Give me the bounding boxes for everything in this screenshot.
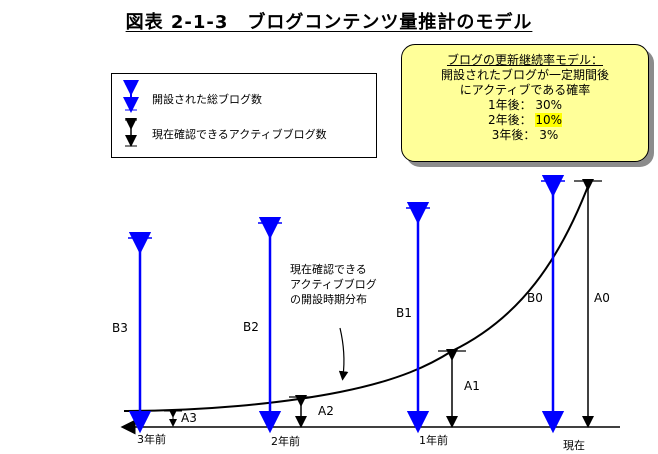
active-arrow-a1 bbox=[438, 349, 466, 428]
total-arrow-b0 bbox=[541, 174, 565, 434]
total-arrow-icon bbox=[123, 80, 139, 113]
legend-total-label: 開設された総ブログ数 bbox=[152, 93, 262, 106]
label-b1: B1 bbox=[396, 306, 412, 320]
active-arrow-a2 bbox=[289, 395, 313, 428]
legend-active-label: 現在確認できるアクティブブログ数 bbox=[152, 128, 327, 141]
axis-label-2y-ago: 2年前 bbox=[271, 434, 300, 448]
rate-3y: 3年後： 3% bbox=[491, 128, 559, 142]
total-arrow-b3 bbox=[128, 231, 152, 434]
label-a1: A1 bbox=[464, 379, 480, 393]
axis-label-1y-ago: 1年前 bbox=[419, 433, 448, 447]
model-desc-1: 開設されたブログが一定期間後 bbox=[440, 68, 609, 82]
rate-2y: 2年後： 10% bbox=[487, 113, 563, 127]
rate-1y: 1年後： 30% bbox=[487, 98, 563, 112]
label-b3: B3 bbox=[112, 321, 128, 335]
label-b2: B2 bbox=[243, 320, 259, 334]
axis-label-3y-ago: 3年前 bbox=[137, 432, 166, 446]
legend-arrows bbox=[123, 80, 139, 147]
axis-label-now: 現在 bbox=[563, 439, 585, 452]
label-b0: B0 bbox=[527, 291, 543, 305]
label-a2: A2 bbox=[318, 404, 334, 418]
label-a3: A3 bbox=[181, 411, 197, 425]
annotation-pointer bbox=[338, 327, 349, 381]
active-arrow-icon bbox=[125, 118, 137, 147]
total-arrow-b1 bbox=[406, 201, 430, 434]
distribution-annotation: 現在確認できる アクティブブログ の開設時期分布 bbox=[290, 263, 377, 306]
model-desc-2: にアクティブである確率 bbox=[459, 83, 591, 97]
active-arrow-a3 bbox=[164, 410, 182, 427]
label-a0: A0 bbox=[594, 291, 610, 305]
model-heading: ブログの更新継続率モデル： bbox=[446, 53, 603, 67]
active-arrow-a0 bbox=[574, 179, 602, 428]
legend: 開設された総ブログ数 現在確認できるアクティブブログ数 bbox=[111, 73, 377, 158]
page-title: 図表 2-1-3 ブログコンテンツ量推計のモデル bbox=[125, 12, 533, 33]
total-arrow-b2 bbox=[258, 216, 282, 434]
retention-model-box: ブログの更新継続率モデル： 開設されたブログが一定期間後 にアクティブである確率… bbox=[401, 44, 649, 162]
